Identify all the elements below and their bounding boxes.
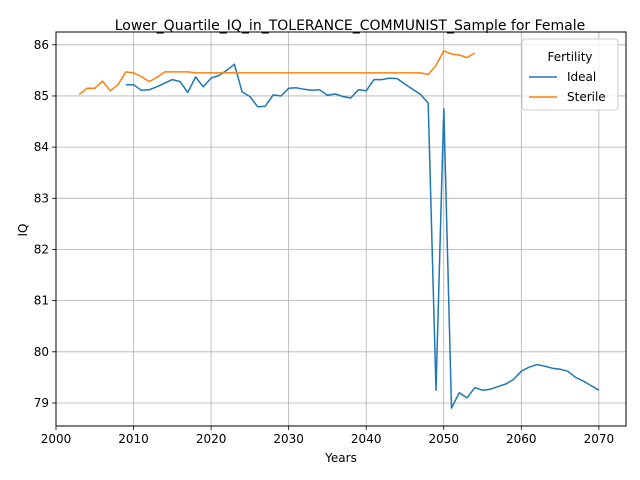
x-tick-label: 2020 bbox=[196, 432, 227, 446]
legend-label-sterile: Sterile bbox=[567, 90, 606, 104]
y-tick-label: 80 bbox=[34, 345, 49, 359]
legend-title: Fertility bbox=[547, 50, 592, 64]
plot-area-frame bbox=[55, 31, 627, 427]
x-tick-label: 2010 bbox=[118, 432, 149, 446]
chart-title: Lower_Quartile_IQ_in_TOLERANCE_COMMUNIST… bbox=[115, 18, 586, 34]
series-line-ideal bbox=[125, 63, 600, 409]
y-tick-label: 84 bbox=[34, 140, 49, 154]
y-axis-label: IQ bbox=[16, 224, 30, 237]
y-axis: 79 80 81 82 83 84 85 86 bbox=[34, 38, 56, 410]
legend: Fertility Ideal Sterile bbox=[521, 38, 619, 111]
x-tick-label: 2000 bbox=[41, 432, 72, 446]
x-tick-label: 2030 bbox=[273, 432, 304, 446]
x-tick-label: 2070 bbox=[584, 432, 615, 446]
y-tick-label: 85 bbox=[34, 89, 49, 103]
legend-label-ideal: Ideal bbox=[567, 70, 596, 84]
y-tick-label: 82 bbox=[34, 242, 49, 256]
y-tick-label: 79 bbox=[34, 396, 49, 410]
legend-box bbox=[521, 38, 619, 111]
x-tick-label: 2050 bbox=[428, 432, 459, 446]
x-axis-label: Years bbox=[324, 451, 357, 465]
x-tick-label: 2040 bbox=[351, 432, 382, 446]
x-axis: 2000 2010 2020 2030 2040 2050 2060 2070 bbox=[41, 426, 614, 446]
x-tick-label: 2060 bbox=[506, 432, 537, 446]
y-tick-label: 81 bbox=[34, 294, 49, 308]
series-lines bbox=[78, 50, 600, 409]
series-line-sterile bbox=[78, 50, 476, 95]
y-tick-label: 83 bbox=[34, 191, 49, 205]
y-tick-label: 86 bbox=[34, 38, 49, 52]
